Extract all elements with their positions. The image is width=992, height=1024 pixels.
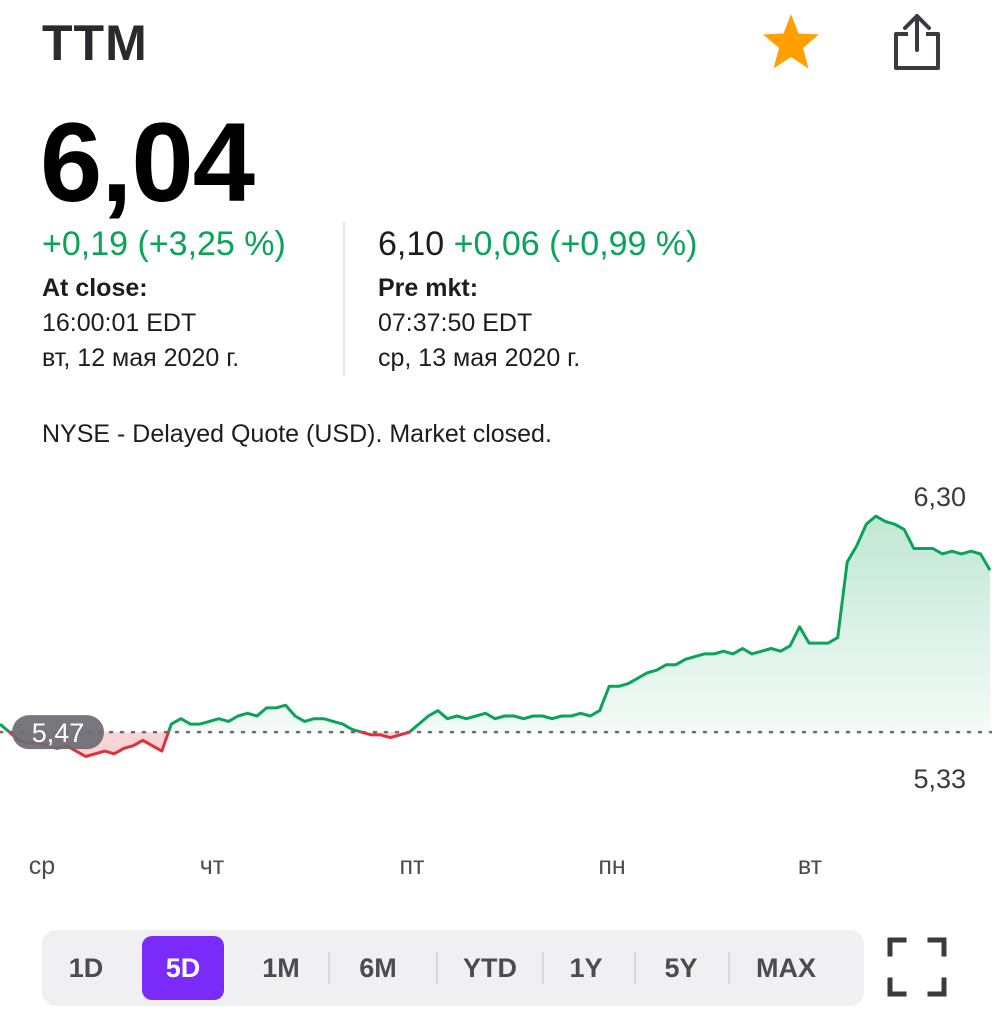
range-separator	[328, 952, 330, 984]
chart-series: 5,47 6,30 5,33 ср чт пт пн вт	[0, 482, 992, 880]
share-button[interactable]	[886, 10, 948, 74]
x-axis-label: чт	[200, 852, 225, 880]
x-axis-label: вт	[798, 852, 823, 880]
close-date: вт, 12 мая 2020 г.	[42, 344, 240, 372]
high-label: 6,30	[913, 482, 966, 512]
range-button-5y[interactable]: 5Y	[664, 953, 698, 983]
area-above-baseline	[0, 516, 990, 733]
premarket-time: 07:37:50 EDT	[378, 309, 533, 337]
premarket-price: 6,10	[378, 225, 445, 263]
star-icon	[763, 14, 819, 69]
prev-close-label: 5,47	[32, 718, 85, 748]
premarket-change: +0,06 (+0,99 %)	[453, 225, 698, 263]
share-icon	[894, 14, 940, 70]
range-selector: 1D 5D 1M 6M YTD 1Y 5Y MAX	[42, 930, 864, 1006]
x-axis-label: пт	[400, 852, 426, 880]
series-line-down	[7, 732, 412, 758]
quote-divider	[343, 222, 345, 376]
exchange-note: NYSE - Delayed Quote (USD). Market close…	[42, 420, 552, 448]
fullscreen-icon	[887, 937, 947, 997]
range-separator	[634, 952, 636, 984]
range-button-1d[interactable]: 1D	[68, 953, 104, 983]
x-axis-label: пн	[598, 852, 625, 880]
close-label: At close:	[42, 274, 148, 302]
current-price: 6,04	[40, 100, 255, 225]
range-button-ytd[interactable]: YTD	[463, 953, 517, 983]
premarket-date: ср, 13 мая 2020 г.	[378, 344, 581, 372]
close-time: 16:00:01 EDT	[42, 309, 197, 337]
range-button-1y[interactable]: 1Y	[569, 953, 603, 983]
x-axis-label: ср	[29, 852, 55, 880]
range-button-1m[interactable]: 1M	[262, 953, 300, 983]
close-change: +0,19 (+3,25 %)	[42, 225, 286, 263]
favorite-button[interactable]	[758, 12, 824, 74]
range-separator	[728, 952, 730, 984]
prev-close-badge	[12, 715, 104, 750]
close-info: +0,19 (+3,25 %) At close: 16:00:01 EDT в…	[42, 222, 286, 376]
premarket-label: Pre mkt:	[378, 274, 479, 302]
price-chart[interactable]: 5,47 6,30 5,33 ср чт пт пн вт	[0, 470, 992, 890]
range-button-5d[interactable]: 5D	[142, 936, 224, 1000]
range-button-max[interactable]: MAX	[756, 953, 816, 983]
fullscreen-button[interactable]	[886, 936, 948, 998]
range-separator	[436, 952, 438, 984]
low-label: 5,33	[913, 764, 966, 794]
range-separator	[542, 952, 544, 984]
ticker-symbol: TTM	[42, 15, 148, 71]
series-line-up	[0, 514, 992, 733]
premarket-info: 6,10 +0,06 (+0,99 %) Pre mkt: 07:37:50 E…	[378, 222, 697, 376]
range-button-6m[interactable]: 6M	[359, 953, 397, 983]
